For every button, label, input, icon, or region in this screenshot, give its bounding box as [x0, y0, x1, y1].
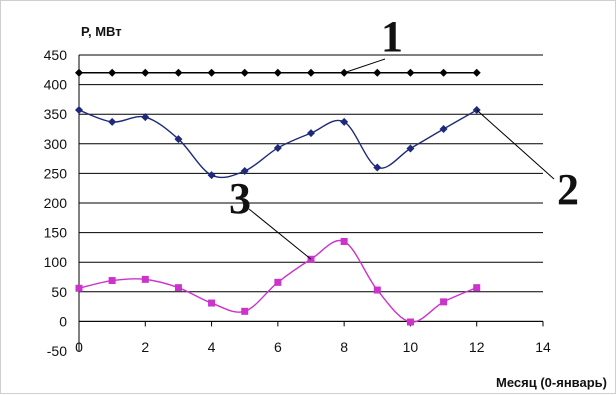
series-1-point — [472, 68, 481, 77]
series-1-point — [406, 68, 415, 77]
series-3-point — [174, 284, 182, 292]
y-tick-label: 450 — [44, 47, 68, 63]
y-tick-label: 100 — [44, 254, 68, 270]
series-3-point — [373, 286, 381, 294]
series-1-point — [108, 68, 117, 77]
callout-label-2: 2 — [557, 165, 579, 214]
series-1-point — [439, 68, 448, 77]
gridlines — [79, 54, 543, 322]
series-1-point — [207, 68, 216, 77]
y-tick-label: 300 — [44, 136, 68, 152]
series-2-point — [207, 171, 216, 180]
callout-leader — [476, 109, 555, 180]
x-tick-label: 8 — [340, 339, 348, 355]
axes — [78, 55, 544, 351]
x-tick-label: 6 — [274, 339, 282, 355]
y-tick-label: 50 — [51, 284, 67, 300]
series-1-point — [141, 68, 150, 77]
callout-label-3: 3 — [229, 174, 251, 223]
y-tick-label: -50 — [47, 343, 67, 359]
x-tick-labels: 0 2 4 6 8 10 12 14 — [75, 339, 551, 355]
series-3-point — [208, 299, 216, 307]
callout-leader — [248, 208, 312, 260]
series-2-point — [307, 129, 315, 138]
series-1-point — [373, 68, 382, 77]
y-tick-label: 0 — [59, 313, 67, 329]
series-2-point — [141, 113, 150, 122]
series-2-point — [240, 167, 249, 176]
x-tick-label: 10 — [403, 339, 419, 355]
series-3 — [75, 237, 481, 326]
x-tick-label: 12 — [469, 339, 485, 355]
y-tick-label: 150 — [44, 225, 68, 241]
series-3-point — [340, 237, 348, 245]
series-2-point — [108, 117, 117, 126]
series-1-point — [75, 68, 83, 77]
x-tick-label: 0 — [75, 339, 83, 355]
series-2-point — [439, 125, 448, 133]
series-1-point — [240, 68, 249, 77]
series-3-point — [241, 307, 249, 315]
x-tick-label: 14 — [535, 339, 551, 355]
x-tick-label: 2 — [141, 339, 149, 355]
series-2 — [75, 106, 481, 180]
series-1 — [75, 68, 481, 77]
y-axis-title: P, МВт — [81, 24, 122, 39]
y-tick-label: 200 — [44, 195, 68, 211]
series-3-point — [440, 298, 448, 306]
y-tick-label: 250 — [44, 165, 68, 181]
y-tick-labels: -50 0 50 100 150 200 250 300 350 400 450 — [44, 47, 68, 359]
series-3-point — [406, 318, 414, 326]
callout-label-1: 1 — [381, 12, 403, 61]
y-tick-label: 350 — [44, 106, 68, 122]
series-callouts: 1 2 3 — [229, 12, 579, 260]
y-tick-label: 400 — [44, 77, 68, 93]
x-axis-title: Месяц (0-январь) — [496, 375, 607, 390]
series-3-point — [108, 277, 116, 285]
series-3-point — [141, 275, 149, 283]
series-2-point — [406, 144, 415, 153]
series-3-point — [473, 284, 481, 292]
series-2-point — [373, 163, 382, 172]
series-1-point — [307, 68, 315, 77]
series-3-point — [274, 278, 282, 286]
series-2-point — [340, 117, 349, 126]
series-2-point — [273, 143, 282, 152]
series-2-point — [75, 106, 83, 115]
series-1-point — [174, 68, 183, 77]
series-1-point — [273, 68, 282, 77]
x-tick-label: 4 — [208, 339, 216, 355]
series-3-point — [75, 284, 83, 292]
series-2-point — [174, 135, 183, 144]
callout-leader — [343, 58, 386, 74]
series-layer — [75, 68, 481, 326]
